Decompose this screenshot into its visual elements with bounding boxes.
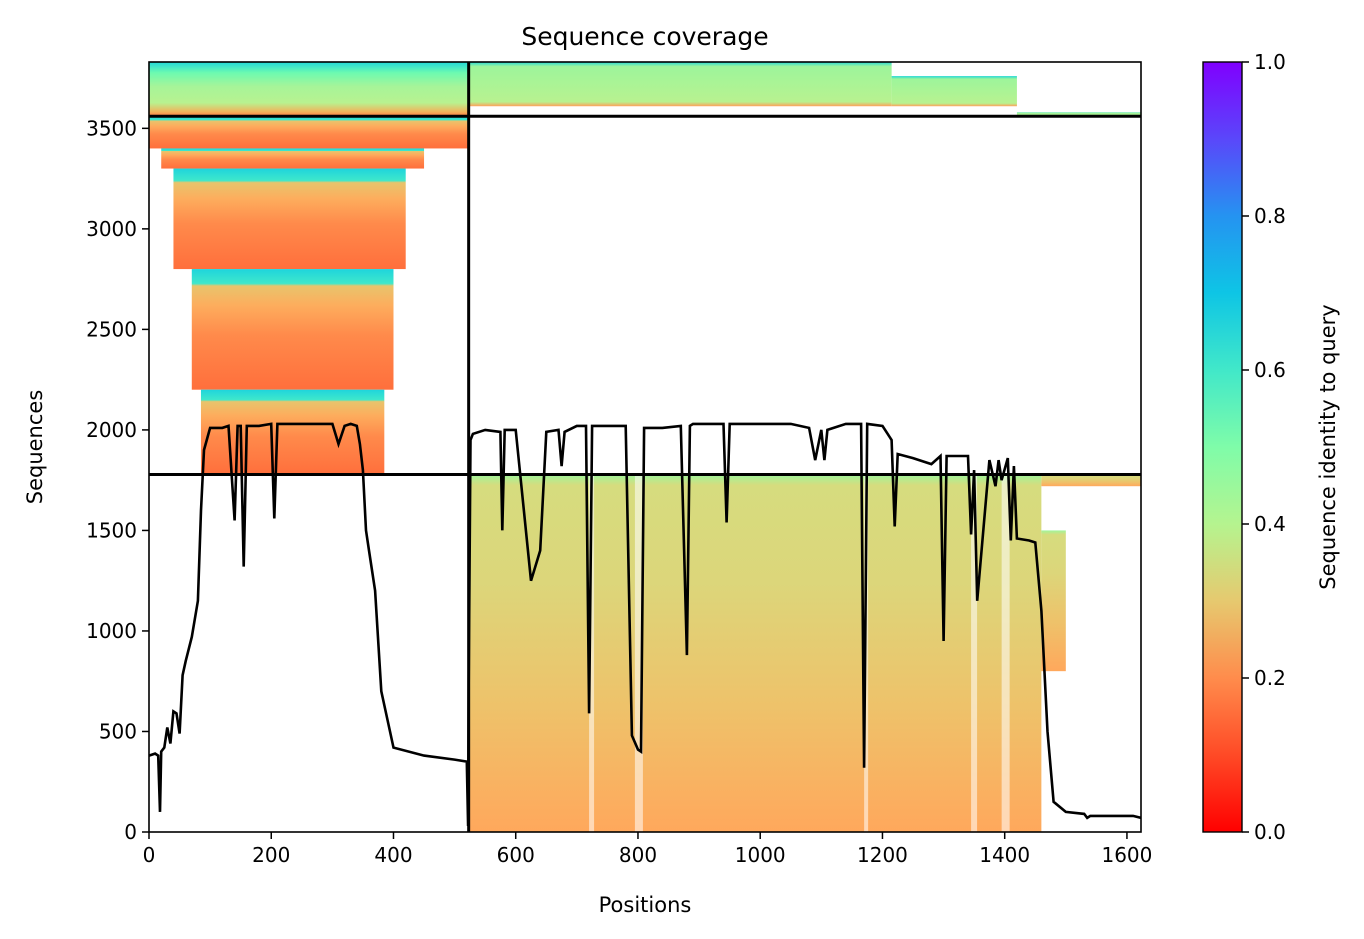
y-axis: 0 500 1000 1500 2000 2500 3000 3500	[86, 116, 149, 844]
colorbar-label: Sequence identity to query	[1316, 304, 1340, 589]
gap-streak-5	[1001, 474, 1010, 832]
chart-title: Sequence coverage	[521, 22, 768, 51]
heatmap-block-4-1	[468, 474, 1042, 832]
y-tick-label: 500	[99, 719, 137, 743]
coverage-heatmap	[149, 62, 1141, 832]
heatmap-block-3-3	[173, 168, 406, 270]
gap-streak-2	[634, 474, 643, 832]
heatmap-block-3-1	[149, 116, 469, 149]
plot-frame	[148, 61, 1142, 833]
coverage-line	[149, 422, 1141, 827]
gap-streak-4	[971, 474, 978, 832]
heatmap-block-2-2	[891, 76, 1017, 107]
y-tick-label: 0	[124, 820, 137, 844]
colorbar	[1203, 62, 1242, 832]
x-axis: 0 200 400 600 800 1000 1200 1400 1600	[143, 832, 1152, 867]
y-tick-label: 1500	[86, 518, 137, 542]
heatmap-block-3-2	[161, 148, 425, 169]
colorbar-tick-label: 0.2	[1254, 666, 1286, 690]
colorbar-frame	[1202, 61, 1243, 833]
heatmap-block-4-3	[1041, 474, 1141, 487]
y-tick-label: 3000	[86, 217, 137, 241]
y-tick-label: 2500	[86, 317, 137, 341]
x-tick-label: 1600	[1101, 843, 1152, 867]
x-tick-label: 200	[252, 843, 290, 867]
group-dividers	[149, 62, 1141, 832]
y-tick-label: 1000	[86, 619, 137, 643]
x-axis-label: Positions	[599, 893, 692, 917]
y-axis-label: Sequences	[23, 390, 47, 505]
x-tick-label: 600	[497, 843, 535, 867]
heatmap-block-3-4	[191, 269, 394, 390]
y-tick-label: 3500	[86, 116, 137, 140]
y-tick-label: 2000	[86, 418, 137, 442]
heatmap-block-2-3	[1016, 112, 1141, 117]
x-tick-label: 1400	[979, 843, 1030, 867]
heatmap-block-1-1	[149, 62, 469, 117]
gap-streak-1	[589, 474, 595, 832]
colorbar-tick-label: 1.0	[1254, 50, 1286, 74]
colorbar-tick-label: 0.6	[1254, 358, 1286, 382]
x-tick-label: 400	[374, 843, 412, 867]
x-tick-label: 0	[143, 843, 156, 867]
colorbar-tick-label: 0.4	[1254, 512, 1286, 536]
x-tick-label: 1000	[735, 843, 786, 867]
x-tick-label: 1200	[857, 843, 908, 867]
heatmap-block-4-2	[1041, 530, 1066, 672]
x-tick-label: 800	[619, 843, 657, 867]
colorbar-tick-label: 0.0	[1254, 820, 1286, 844]
colorbar-tick-label: 0.8	[1254, 204, 1286, 228]
heatmap-block-2-1	[468, 62, 892, 107]
colorbar-axis: 0.0 0.2 0.4 0.6 0.8 1.0	[1242, 50, 1286, 844]
